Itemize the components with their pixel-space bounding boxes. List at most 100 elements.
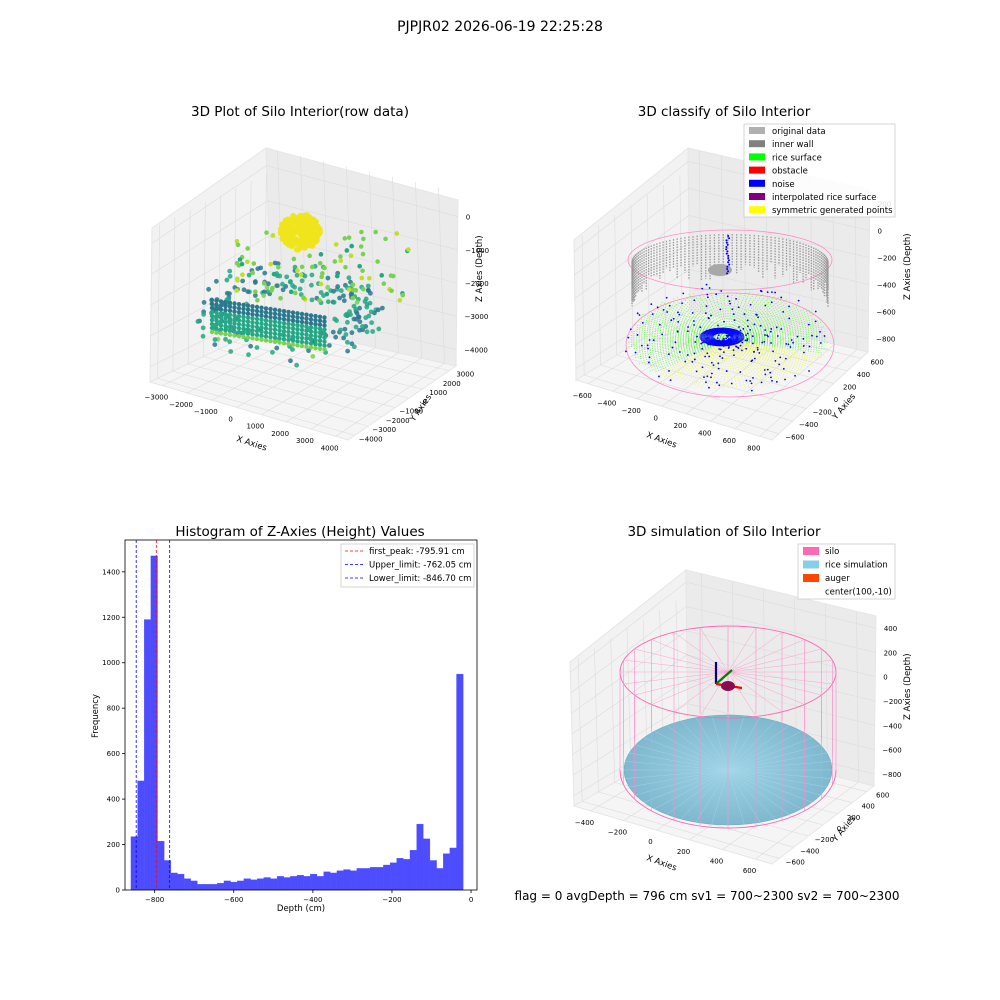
rice-mesh-line (695, 717, 729, 771)
rice-surface-points (723, 339, 729, 390)
x-tick-label: 3000 (296, 437, 314, 445)
raw-point (218, 327, 224, 332)
noise-point (725, 248, 728, 251)
raw-point (241, 302, 246, 308)
z-tick-label: −200 (883, 698, 902, 706)
raw-point (250, 336, 255, 341)
noise-point (624, 350, 627, 353)
raw-point (268, 326, 273, 332)
noise-point (802, 337, 805, 340)
raw-point (200, 325, 206, 331)
rice-mesh-line (711, 715, 729, 771)
y-tick-label: −400 (799, 421, 818, 429)
noise-point (770, 376, 772, 379)
raw-point (335, 284, 341, 289)
x-tick-label: 800 (747, 444, 760, 452)
raw-point (322, 327, 327, 332)
noise-point (726, 250, 729, 253)
raw-point (268, 322, 273, 328)
noise-point (727, 261, 730, 264)
legend-box (743, 123, 896, 218)
y-grid-line (614, 214, 618, 356)
raw-point (288, 279, 293, 284)
x-tick-label: −400 (575, 819, 594, 827)
raw-point (304, 328, 309, 333)
raw-point (334, 273, 340, 279)
raw-point (370, 329, 376, 334)
y-grid-line (675, 600, 681, 745)
silo-wireframe (619, 625, 837, 829)
raw-point (308, 329, 314, 334)
noise-point (749, 303, 752, 306)
histogram-bar (190, 880, 198, 891)
raw-point (214, 310, 219, 315)
raw-point (318, 252, 324, 257)
x-tick-label: 200 (677, 848, 690, 856)
raw-point (223, 336, 228, 342)
raw-point (263, 306, 269, 311)
silo-roof-line (727, 639, 805, 673)
x-tick-label: 2000 (271, 430, 289, 438)
raw-point (317, 314, 323, 319)
noise-point (676, 330, 679, 333)
raw-point (306, 242, 313, 249)
raw-point (261, 289, 267, 295)
raw-point (241, 287, 247, 293)
raw-point (316, 226, 323, 233)
raw-point (338, 258, 344, 264)
noise-point (753, 351, 755, 353)
raw-point (297, 286, 303, 292)
raw-point (288, 289, 294, 295)
raw-point (299, 327, 305, 333)
raw-point (308, 333, 314, 338)
rice-surface-points (727, 339, 808, 367)
raw-point (337, 295, 343, 301)
y-tick-label: 1400 (102, 568, 120, 576)
noise-point (691, 312, 694, 314)
raw-point (343, 264, 348, 270)
rice-surface-points (664, 339, 729, 380)
panel-title-histogram: Histogram of Z-Axies (Height) Values (175, 524, 424, 540)
raw-point (304, 320, 309, 325)
x-tick-label: −800 (145, 896, 164, 904)
noise-point (723, 320, 725, 323)
z-tick-label: −200 (877, 255, 896, 263)
noise-point (710, 376, 712, 379)
rice-surface-points (727, 291, 760, 341)
noise-point (677, 320, 680, 323)
raw-point (358, 244, 364, 249)
noise-point (691, 360, 694, 363)
silo-roof-line (727, 648, 822, 673)
raw-point (263, 314, 269, 319)
raw-point (232, 301, 237, 306)
noise-point (743, 313, 746, 315)
raw-point (283, 221, 290, 228)
noise-cluster (701, 328, 743, 346)
noise-point (749, 328, 752, 331)
raw-point (290, 342, 296, 347)
legend-label: obstacle (772, 167, 808, 177)
raw-point (354, 310, 360, 316)
silo-roof-line (673, 631, 729, 673)
noise-point (752, 376, 754, 379)
noise-point (726, 272, 729, 275)
raw-point (227, 304, 233, 309)
rice-mesh-line (727, 715, 745, 771)
x-grid-line (392, 176, 399, 353)
x-axis-label: X Axies (645, 430, 678, 450)
raw-point (292, 216, 299, 223)
rice-mesh-line (635, 744, 729, 771)
raw-point (286, 230, 293, 237)
z-tick-label: −800 (882, 771, 901, 779)
raw-point (383, 236, 388, 242)
noise-point (772, 350, 774, 353)
rice-surface-points (727, 337, 827, 341)
silo-roof-line (623, 659, 729, 673)
raw-point (301, 295, 306, 301)
panel-raw-data: 3D Plot of Silo Interior(row data) −3000… (145, 104, 490, 454)
legend-swatch (803, 574, 819, 582)
raw-point (259, 321, 264, 326)
rice-mesh-line (727, 769, 790, 815)
noise-point (701, 366, 704, 369)
noise-point (636, 334, 639, 336)
